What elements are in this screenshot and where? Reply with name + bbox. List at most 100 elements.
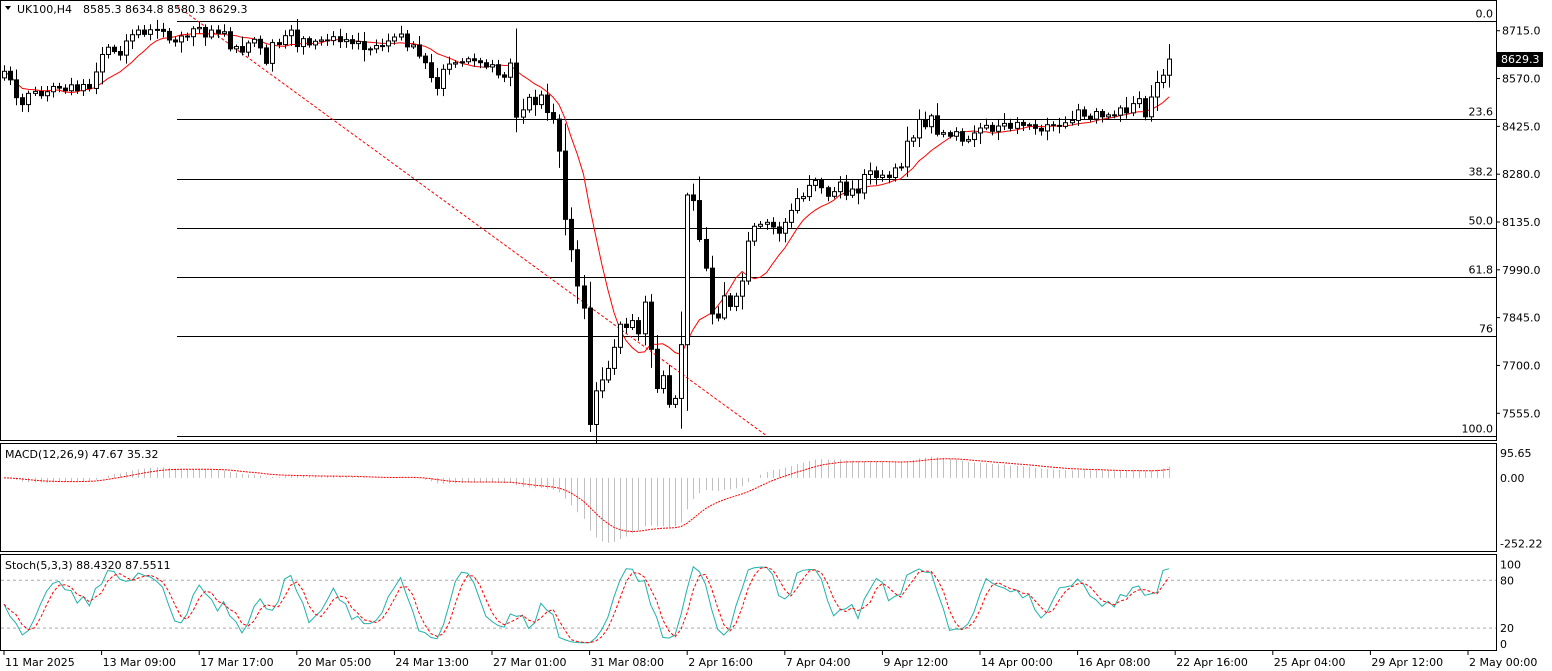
candle-body: [563, 150, 568, 220]
macd-indicator: 95.65 0.00 -252.22: [3, 447, 1542, 550]
candle-body: [1082, 109, 1087, 117]
candle-body: [838, 181, 843, 193]
candle-body: [124, 40, 129, 56]
stoch-tick-label: 20: [1500, 622, 1514, 635]
fibonacci-retracement: 0.0 23.6 38.2 50.0 61.8 76 100.0: [177, 8, 1496, 437]
candle-body: [435, 77, 440, 89]
candle-body: [783, 221, 788, 234]
stoch-signal-line: [3, 566, 1170, 644]
time-tick-label: 25 Apr 04:00: [1274, 656, 1346, 669]
candle-body: [1131, 103, 1136, 114]
macd-tick-label: 95.65: [1500, 447, 1532, 460]
candle-body: [850, 188, 855, 196]
candle-body: [636, 320, 641, 335]
candle-body: [392, 36, 397, 42]
candle-body: [710, 267, 715, 315]
last-price-label: 8629.3: [1501, 53, 1540, 66]
macd-signal-line: [3, 458, 1170, 533]
candle-body: [978, 127, 983, 134]
candle-body: [1112, 114, 1117, 117]
candle-body: [502, 74, 507, 78]
candle-body: [148, 29, 153, 35]
price-tick-label: 7700.0: [1502, 359, 1541, 372]
candle-body: [1143, 98, 1148, 118]
candle-body: [1008, 122, 1013, 129]
candle-body: [179, 35, 184, 43]
candle-body: [87, 83, 92, 89]
candle-body: [624, 323, 629, 329]
price-tick-label: 7990.0: [1502, 264, 1541, 277]
candle-body: [252, 38, 257, 44]
candle-body: [399, 33, 404, 38]
candle-body: [81, 83, 86, 92]
candle-body: [350, 39, 355, 45]
price-tick-label: 7845.0: [1502, 312, 1541, 325]
fib-label-4: 61.8: [1469, 264, 1494, 277]
time-tick-label: 17 Mar 17:00: [200, 656, 273, 669]
candle-body: [283, 35, 288, 46]
macd-panel: [0, 443, 1497, 552]
candle-body: [667, 375, 672, 405]
last-price-tag: [1497, 52, 1543, 67]
candle-body: [588, 307, 593, 425]
candle-body: [832, 191, 837, 197]
candle-body: [234, 46, 239, 50]
candle-body: [8, 70, 13, 81]
candle-body: [51, 85, 56, 93]
candle-body: [655, 348, 660, 390]
candle-body: [453, 62, 458, 65]
candle-body: [216, 29, 221, 34]
candle-body: [929, 115, 934, 128]
candle-body: [319, 39, 324, 42]
candle-body: [307, 38, 312, 46]
candle-body: [673, 397, 678, 405]
candle-body: [203, 26, 208, 38]
candle-body: [874, 170, 879, 178]
candle-body: [704, 238, 709, 269]
candle-body: [20, 97, 25, 106]
candle-body: [990, 124, 995, 132]
price-tick-label: 8135.0: [1502, 216, 1541, 229]
time-tick-label: 2 Apr 16:00: [688, 656, 753, 669]
candle-body: [240, 46, 245, 53]
time-tick-label: 11 Mar 2025: [5, 656, 75, 669]
candle-body: [490, 64, 495, 68]
candle-body: [344, 39, 349, 43]
candle-body: [356, 41, 361, 45]
candle-body: [94, 71, 99, 89]
candle-body: [1039, 127, 1044, 132]
candle-body: [893, 167, 898, 178]
chart-symbol: UK100,H4: [17, 3, 72, 16]
macd-tick-label: 0.00: [1500, 472, 1525, 485]
candle-body: [100, 53, 105, 73]
candle-body: [862, 174, 867, 194]
candle-body: [856, 188, 861, 194]
candle-body: [185, 35, 190, 38]
time-tick-label: 29 Apr 12:00: [1371, 656, 1443, 669]
time-tick-label: 14 Apr 00:00: [981, 656, 1053, 669]
candle-body: [899, 166, 904, 169]
collapse-triangle-icon[interactable]: [5, 6, 11, 10]
candle-body: [161, 28, 166, 32]
candle-body: [1045, 124, 1050, 132]
candle-body: [1094, 111, 1099, 120]
price-panel: [0, 0, 1497, 441]
candle-body: [63, 87, 68, 92]
candle-body: [533, 96, 538, 106]
candle-body: [33, 90, 38, 94]
time-tick-label: 13 Mar 09:00: [103, 656, 176, 669]
candle-body: [795, 198, 800, 211]
candle-body: [545, 94, 550, 114]
candle-body: [1137, 98, 1142, 105]
price-tick-label: 8280.0: [1502, 168, 1541, 181]
candle-body: [26, 92, 31, 106]
chart-ohlc: 8585.3 8634.8 8580.3 8629.3: [83, 3, 247, 16]
candle-body: [423, 55, 428, 64]
candle-body: [246, 42, 251, 53]
candle-body: [582, 285, 587, 309]
candle-body: [1027, 124, 1032, 127]
candle-body: [277, 42, 282, 46]
candle-body: [887, 174, 892, 178]
candle-body: [923, 118, 928, 128]
